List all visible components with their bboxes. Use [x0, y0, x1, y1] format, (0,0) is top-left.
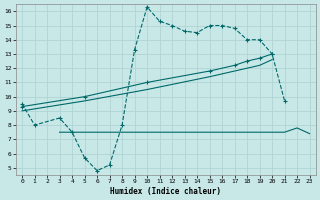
- X-axis label: Humidex (Indice chaleur): Humidex (Indice chaleur): [110, 187, 221, 196]
